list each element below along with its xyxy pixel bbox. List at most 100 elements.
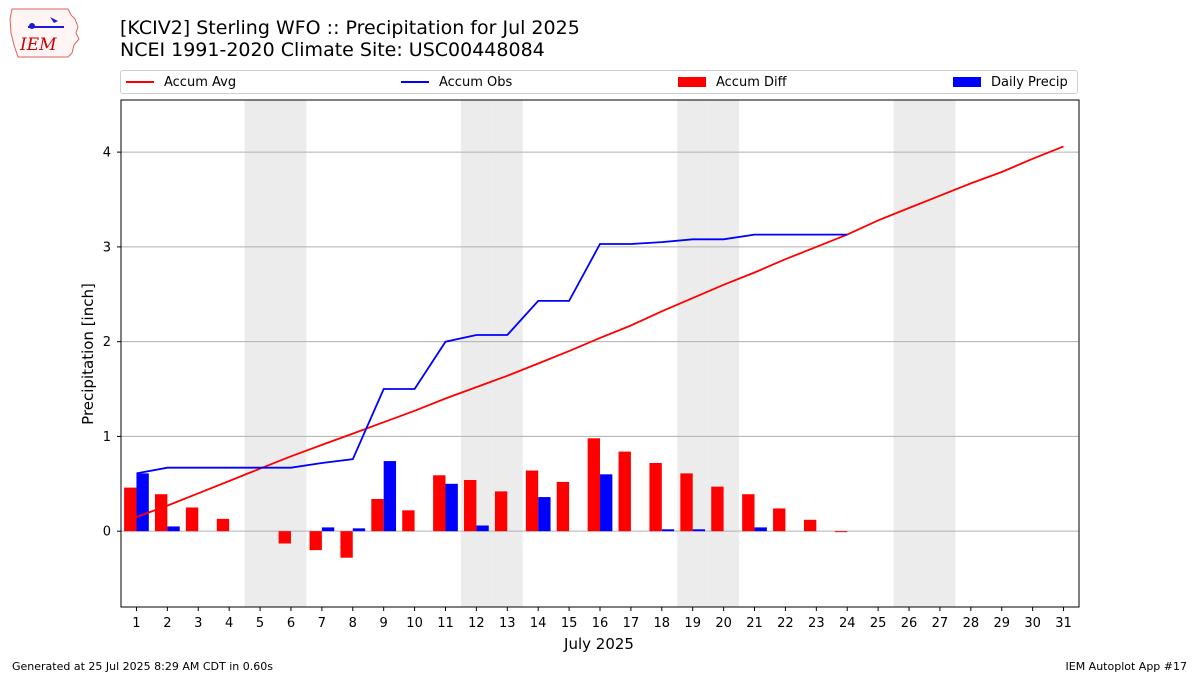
accum-diff-bar-17: [618, 451, 631, 532]
accum-diff-bar-2: [154, 494, 168, 532]
daily-precip-bar-21: [754, 527, 767, 532]
x-tick-label-7: 7: [318, 616, 326, 631]
accum-diff-bar-18: [649, 462, 662, 532]
accum-avg-line: [136, 145, 1064, 518]
iem-logo: IEM: [9, 8, 80, 58]
y-tick-label-4: 4: [103, 146, 111, 161]
y-tick-label-3: 3: [103, 240, 111, 255]
chart-subtitle: NCEI 1991-2020 Climate Site: USC00448084: [120, 39, 545, 61]
daily-precip-bar-16: [600, 474, 613, 532]
daily-precip-bar-18: [661, 529, 675, 532]
daily-precip-bar-9: [383, 461, 397, 532]
accum-diff-bar-21: [742, 494, 755, 532]
x-tick-label-5: 5: [256, 616, 264, 631]
x-tick-label-6: 6: [287, 616, 295, 631]
x-tick-label-12: 12: [468, 616, 485, 631]
weekend-band-27: [924, 100, 956, 607]
x-tick-label-23: 23: [808, 616, 825, 631]
daily-precip-bar-1: [136, 473, 149, 532]
daily-precip-bar-8: [352, 528, 366, 532]
legend-item-accum-obs: Accum Obs: [401, 71, 512, 93]
accum-diff-bar-16: [587, 438, 600, 532]
weekend-band-5: [244, 100, 276, 607]
x-tick-label-28: 28: [963, 616, 980, 631]
x-tick-label-24: 24: [839, 616, 856, 631]
legend-label-accum-diff: Accum Diff: [716, 74, 787, 90]
legend-swatch-daily-precip: [953, 77, 981, 87]
wind-barb-icon: [50, 17, 58, 23]
daily-precip-bar-11: [445, 483, 458, 532]
x-tick-label-11: 11: [437, 616, 454, 631]
legend-item-accum-avg: Accum Avg: [126, 71, 236, 93]
x-tick-label-27: 27: [932, 616, 949, 631]
logo-text: IEM: [19, 35, 57, 55]
daily-precip-bar-12: [476, 525, 489, 532]
y-tick-label-0: 0: [103, 525, 111, 540]
accum-diff-bar-3: [185, 507, 199, 532]
daily-precip-bar-7: [321, 527, 335, 532]
x-tick-label-29: 29: [993, 616, 1010, 631]
x-tick-label-16: 16: [592, 616, 609, 631]
legend-swatch-accum-obs: [401, 81, 429, 83]
weather-icon-dot: [29, 23, 35, 29]
app-credit: IEM Autoplot App #17: [1065, 660, 1188, 673]
x-tick-label-25: 25: [870, 616, 887, 631]
bar-series: [124, 438, 848, 558]
x-tick-label-19: 19: [684, 616, 701, 631]
chart-title: [KCIV2] Sterling WFO :: Precipitation fo…: [120, 17, 580, 39]
daily-precip-bar-19: [692, 529, 706, 532]
legend-label-accum-avg: Accum Avg: [164, 74, 237, 90]
weekend-band-6: [275, 100, 307, 607]
legend-label-accum-obs: Accum Obs: [439, 74, 513, 90]
accum-diff-bar-12: [464, 480, 477, 532]
accum-diff-bar-13: [494, 491, 508, 532]
legend-swatch-accum-diff: [678, 77, 706, 87]
daily-precip-bar-2: [167, 526, 180, 532]
accum-diff-bar-9: [371, 498, 384, 532]
accum-diff-bar-8: [340, 531, 353, 558]
accum-diff-bar-24: [834, 531, 848, 533]
generated-timestamp: Generated at 25 Jul 2025 8:29 AM CDT in …: [12, 660, 273, 673]
weekend-band-26: [893, 100, 925, 607]
x-tick-label-13: 13: [499, 616, 516, 631]
line-series: [136, 145, 1064, 518]
x-tick-label-14: 14: [530, 616, 547, 631]
x-tick-label-20: 20: [715, 616, 732, 631]
legend-swatch-accum-avg: [126, 81, 154, 83]
accum-diff-bar-10: [402, 510, 415, 532]
accum-diff-bar-14: [525, 470, 539, 532]
y-axis-label: Precipitation [inch]: [79, 283, 97, 425]
x-tick-label-17: 17: [623, 616, 640, 631]
x-tick-label-18: 18: [654, 616, 671, 631]
legend-item-accum-diff: Accum Diff: [678, 71, 787, 93]
y-tick-label-1: 1: [103, 430, 111, 445]
x-tick-label-10: 10: [406, 616, 423, 631]
x-tick-label-4: 4: [225, 616, 233, 631]
x-tick-label-3: 3: [194, 616, 202, 631]
accum-diff-bar-7: [309, 531, 322, 551]
y-tick-label-2: 2: [103, 335, 111, 350]
x-tick-label-26: 26: [901, 616, 918, 631]
plot-frame: [120, 99, 1080, 608]
x-tick-label-15: 15: [561, 616, 578, 631]
daily-precip-bar-14: [538, 497, 551, 532]
accum-obs-line: [136, 233, 848, 475]
chart-legend: Accum Avg Accum Obs Accum Diff Daily Pre…: [120, 70, 1078, 94]
x-tick-label-2: 2: [163, 616, 171, 631]
accum-diff-bar-11: [433, 475, 446, 532]
legend-item-daily-precip: Daily Precip: [953, 71, 1068, 93]
x-axis-label: July 2025: [563, 635, 634, 653]
x-tick-label-21: 21: [746, 616, 763, 631]
x-tick-label-8: 8: [349, 616, 357, 631]
accum-diff-bar-22: [773, 508, 786, 532]
iowa-state-outline: [9, 8, 80, 58]
accum-diff-bar-15: [556, 481, 570, 532]
x-tick-label-22: 22: [777, 616, 794, 631]
legend-label-daily-precip: Daily Precip: [991, 74, 1068, 90]
accum-diff-bar-23: [803, 519, 817, 532]
x-tick-label-9: 9: [380, 616, 388, 631]
accum-diff-bar-19: [680, 473, 693, 532]
x-tick-label-31: 31: [1055, 616, 1072, 631]
x-tick-label-30: 30: [1024, 616, 1041, 631]
